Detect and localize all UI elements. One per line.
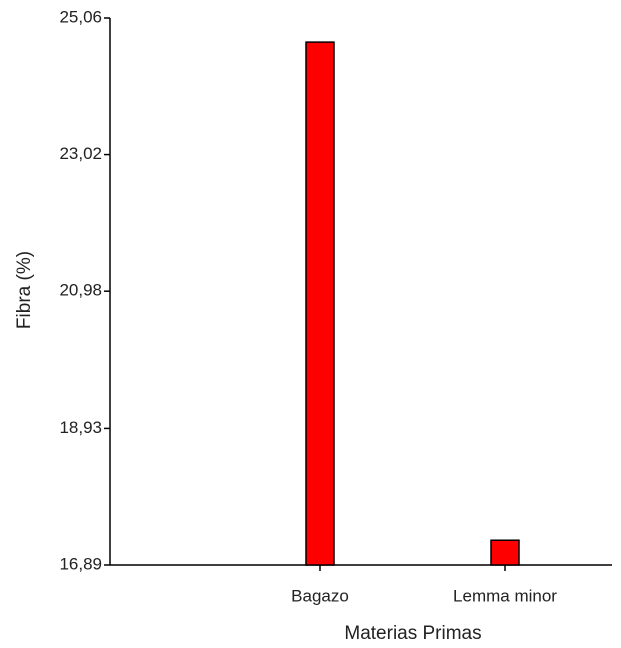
y-tick-label: 16,89 bbox=[59, 554, 102, 573]
y-tick-label: 23,02 bbox=[59, 144, 102, 163]
y-tick-label: 18,93 bbox=[59, 418, 102, 437]
y-tick-label: 25,06 bbox=[59, 7, 102, 26]
y-axis-label: Fibra (%) bbox=[14, 251, 35, 329]
x-axis-label: Materias Primas bbox=[344, 623, 481, 644]
y-tick-label: 20,98 bbox=[59, 281, 102, 300]
x-tick-label: Bagazo bbox=[291, 586, 349, 605]
bar bbox=[490, 539, 520, 566]
bar bbox=[305, 41, 335, 566]
x-tick-label: Lemma minor bbox=[453, 586, 557, 605]
